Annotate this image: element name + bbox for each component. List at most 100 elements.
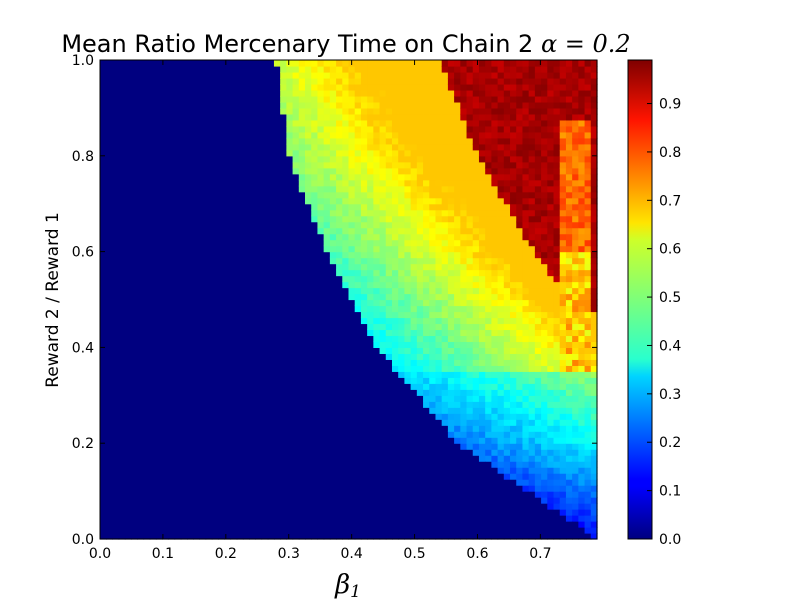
heatmap-cell [416, 239, 424, 247]
heatmap-cell [460, 449, 468, 456]
heatmap-cell [447, 335, 455, 343]
heatmap-cell [118, 221, 126, 229]
heatmap-cell [106, 491, 114, 498]
heatmap-cell [404, 263, 412, 271]
heatmap-cell [143, 461, 151, 468]
heatmap-cell [305, 347, 312, 354]
heatmap-cell [416, 509, 424, 516]
heatmap-cell [391, 413, 399, 420]
heatmap-cell [454, 155, 461, 163]
heatmap-cell [404, 113, 412, 121]
heatmap-cell [379, 137, 387, 145]
heatmap-cell [211, 377, 219, 384]
heatmap-cell [186, 413, 194, 420]
heatmap-cell [174, 317, 182, 325]
heatmap-cell [174, 491, 182, 498]
heatmap-cell [174, 353, 182, 360]
heatmap-cell [354, 413, 362, 420]
heatmap-cell [168, 281, 176, 289]
heatmap-cell [360, 413, 368, 420]
heatmap-cell [336, 209, 343, 217]
heatmap-cell [410, 197, 418, 205]
heatmap-cell [224, 281, 232, 289]
heatmap-cell [211, 419, 219, 426]
heatmap-cell [391, 155, 399, 163]
heatmap-cell [242, 83, 250, 91]
heatmap-cell [416, 125, 424, 133]
heatmap-cell [218, 449, 225, 456]
heatmap-cell [193, 401, 200, 408]
heatmap-cell [100, 197, 107, 205]
heatmap-cell [348, 347, 356, 354]
heatmap-cell [137, 437, 145, 444]
heatmap-cell [311, 239, 319, 247]
heatmap-cell [329, 275, 337, 283]
heatmap-cell [112, 467, 120, 474]
heatmap-cell [336, 485, 343, 492]
heatmap-cell [329, 293, 337, 301]
heatmap-cell [137, 77, 145, 85]
heatmap-cell [286, 413, 294, 420]
heatmap-cell [124, 515, 132, 522]
heatmap-cell [162, 173, 169, 181]
heatmap-cell [100, 293, 107, 301]
heatmap-cell [155, 401, 163, 408]
heatmap-cell [236, 71, 244, 79]
heatmap-cell [354, 383, 362, 390]
heatmap-cell [472, 281, 480, 289]
heatmap-cell [416, 527, 424, 534]
heatmap-cell [236, 149, 244, 157]
heatmap-cell [329, 533, 337, 540]
heatmap-cell [224, 371, 232, 378]
heatmap-cell [162, 509, 169, 516]
heatmap-cell [367, 65, 374, 73]
heatmap-cell [441, 329, 449, 337]
heatmap-cell [218, 497, 225, 504]
heatmap-cell [305, 491, 312, 498]
heatmap-cell [199, 263, 207, 271]
heatmap-cell [478, 461, 486, 468]
heatmap-cell [162, 293, 169, 301]
heatmap-cell [137, 209, 145, 217]
heatmap-cell [447, 509, 455, 516]
heatmap-cell [410, 509, 418, 516]
heatmap-cell [360, 419, 368, 426]
heatmap-cell [224, 437, 232, 444]
heatmap-cell [124, 143, 132, 151]
heatmap-cell [211, 215, 219, 223]
heatmap-cell [112, 431, 120, 438]
heatmap-cell [112, 365, 120, 372]
heatmap-cell [118, 419, 126, 426]
heatmap-cell [180, 167, 188, 175]
heatmap-cell [118, 335, 126, 343]
heatmap-cell [305, 215, 312, 223]
heatmap-cell [143, 179, 151, 187]
heatmap-cell [292, 371, 300, 378]
heatmap-cell [155, 425, 163, 432]
heatmap-cell [298, 527, 306, 534]
heatmap-cell [137, 251, 145, 259]
heatmap-cell [373, 341, 381, 348]
heatmap-cell [292, 377, 300, 384]
heatmap-cell [255, 107, 263, 115]
heatmap-cell [174, 467, 182, 474]
heatmap-cell [367, 509, 374, 516]
heatmap-cell [342, 89, 350, 97]
heatmap-cell [472, 455, 480, 462]
heatmap-cell [478, 269, 486, 277]
heatmap-cell [379, 371, 387, 378]
heatmap-cell [298, 299, 306, 307]
heatmap-cell [317, 527, 325, 534]
heatmap-cell [311, 515, 319, 522]
heatmap-cell [354, 443, 362, 450]
heatmap-cell [280, 491, 287, 498]
heatmap-cell [261, 437, 269, 444]
heatmap-cell [242, 515, 250, 522]
heatmap-cell [106, 119, 114, 127]
heatmap-cell [423, 449, 430, 456]
heatmap-cell [218, 197, 225, 205]
heatmap-cell [423, 293, 430, 301]
heatmap-cell [168, 419, 176, 426]
heatmap-cell [218, 239, 225, 247]
heatmap-cell [373, 347, 381, 354]
